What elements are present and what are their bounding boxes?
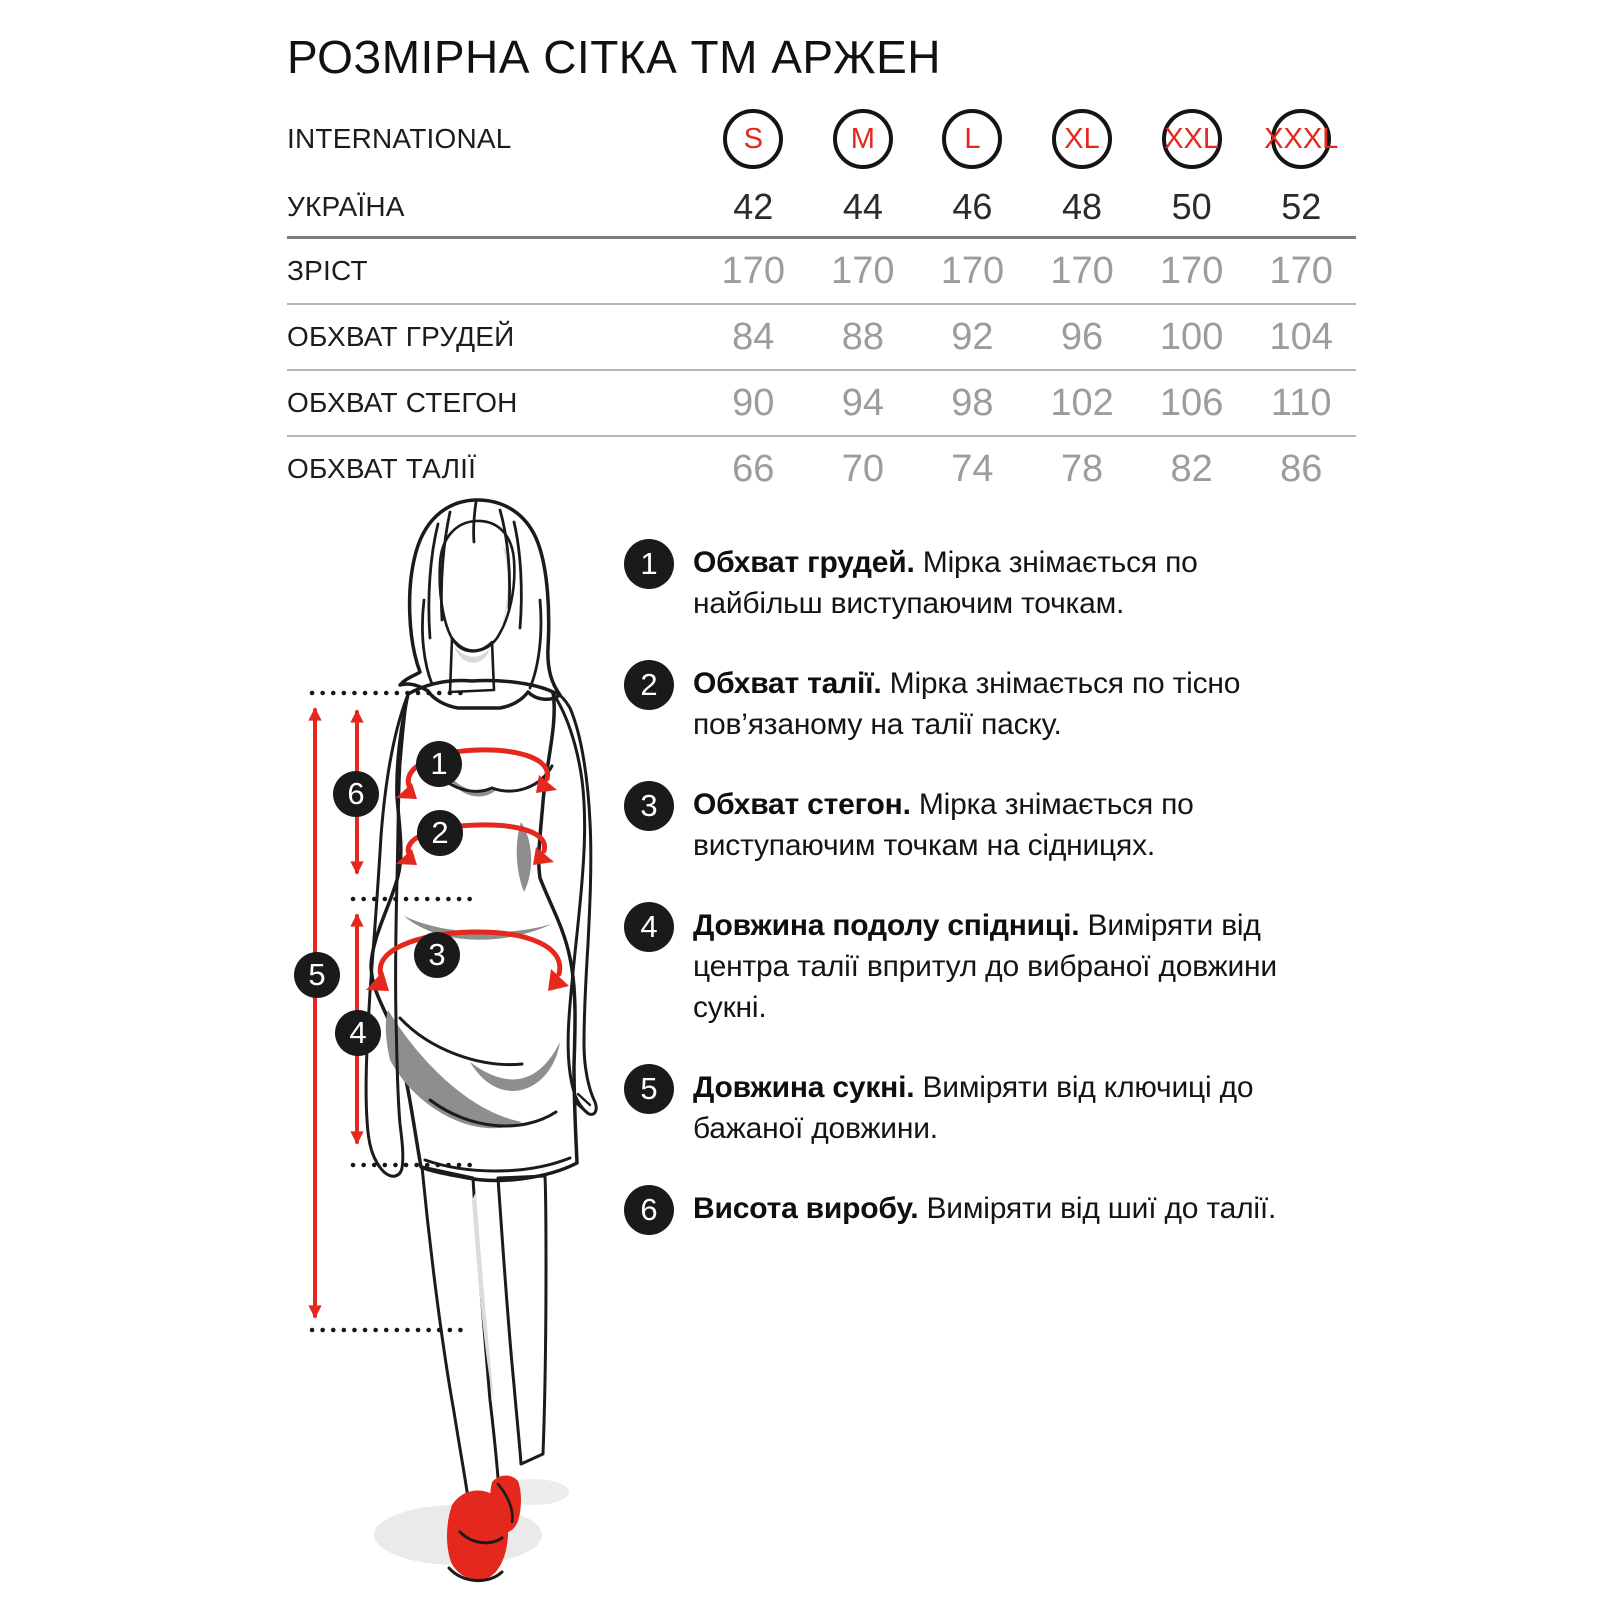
size-badge: M bbox=[832, 109, 893, 169]
measure-value: 170 bbox=[1159, 249, 1224, 292]
instruction-text: Обхват грудей. Мірка знімається по найбі… bbox=[693, 546, 1198, 620]
measurement-instructions: 1 Обхват грудей. Мірка знімається по най… bbox=[624, 539, 1324, 1274]
page-title: РОЗМІРНА СІТКА ТМ АРЖЕН bbox=[287, 31, 941, 83]
measure-value: 94 bbox=[841, 381, 884, 424]
measure-value: 102 bbox=[1050, 381, 1114, 424]
row-label: ОБХВАТ ГРУДЕЙ bbox=[287, 321, 515, 352]
figure-marker-5: 5 bbox=[294, 952, 340, 998]
size-badge: XXL bbox=[1161, 109, 1222, 169]
figure-marker-3: 3 bbox=[414, 932, 460, 978]
dotted-guides bbox=[309, 690, 475, 1333]
measure-value: 96 bbox=[1060, 315, 1104, 358]
table-divider bbox=[287, 369, 1356, 371]
measure-value: 84 bbox=[732, 315, 775, 358]
table-row-waist: ОБХВАТ ТАЛІЇ 66 70 74 78 82 86 bbox=[287, 437, 1356, 501]
measure-value: 86 bbox=[1280, 447, 1323, 490]
face bbox=[438, 519, 516, 653]
measure-value: 70 bbox=[841, 447, 884, 490]
measure-value: 98 bbox=[951, 381, 994, 424]
size-badge: XL bbox=[1052, 109, 1113, 169]
table-divider bbox=[287, 303, 1356, 305]
dress bbox=[369, 678, 579, 1183]
measure-value: 88 bbox=[841, 315, 884, 358]
measure-value: 82 bbox=[1170, 447, 1213, 490]
size-chart-table: INTERNATIONAL S M L XL XXL XXXL УКРАЇНА … bbox=[287, 100, 1356, 501]
measure-value: 170 bbox=[721, 249, 785, 292]
back-leg bbox=[496, 1174, 548, 1466]
measure-value: 90 bbox=[732, 381, 775, 424]
size-letter: XL bbox=[1064, 122, 1100, 155]
instruction-number-badge: 4 bbox=[624, 902, 674, 952]
measure-value: 110 bbox=[1270, 381, 1332, 424]
size-badge: S bbox=[723, 109, 784, 169]
girth-arrowheads bbox=[366, 775, 569, 991]
size-badge: XXXL bbox=[1264, 109, 1338, 169]
figure-marker-6: 6 bbox=[333, 771, 379, 817]
measure-value: 66 bbox=[732, 447, 775, 490]
instruction-item-2: 2 Обхват талії. Мірка знімається по тісн… bbox=[624, 660, 1324, 745]
instruction-text: Довжина подолу спідниці. Виміряти від це… bbox=[693, 909, 1277, 1024]
front-leg bbox=[420, 1165, 504, 1544]
instruction-text: Довжина сукні. Виміряти від ключиці до б… bbox=[693, 1071, 1254, 1145]
ukraine-size: 42 bbox=[733, 186, 774, 227]
instruction-text: Висота виробу. Виміряти від шиї до талії… bbox=[693, 1192, 1277, 1225]
instruction-number-badge: 6 bbox=[624, 1185, 674, 1235]
left-arm bbox=[364, 695, 409, 1178]
instruction-number-badge: 2 bbox=[624, 660, 674, 710]
figure-marker-1: 1 bbox=[416, 741, 462, 787]
instruction-number-badge: 3 bbox=[624, 781, 674, 831]
size-letter: XXXL bbox=[1264, 122, 1339, 155]
hair bbox=[398, 498, 562, 710]
table-divider bbox=[287, 435, 1356, 437]
size-letter: M bbox=[850, 122, 875, 155]
ukraine-label: УКРАЇНА bbox=[287, 191, 405, 222]
measure-value: 92 bbox=[951, 315, 994, 358]
instruction-number-badge: 1 bbox=[624, 539, 674, 589]
instruction-item-4: 4 Довжина подолу спідниці. Виміряти від … bbox=[624, 902, 1324, 1028]
ukraine-size: 48 bbox=[1062, 186, 1103, 227]
size-letter: XXL bbox=[1164, 122, 1220, 155]
row-label: ОБХВАТ ТАЛІЇ bbox=[287, 453, 477, 484]
table-row-hips: ОБХВАТ СТЕГОН 90 94 98 102 106 110 bbox=[287, 371, 1356, 435]
measure-value: 100 bbox=[1159, 315, 1224, 358]
size-letter: S bbox=[743, 122, 763, 155]
instruction-number-badge: 5 bbox=[624, 1064, 674, 1114]
table-row-international: INTERNATIONAL S M L XL XXL XXXL bbox=[287, 100, 1356, 178]
instruction-item-1: 1 Обхват грудей. Мірка знімається по най… bbox=[624, 539, 1324, 624]
measure-value: 170 bbox=[940, 249, 1005, 292]
row-label: ОБХВАТ СТЕГОН bbox=[287, 387, 518, 418]
right-arm bbox=[550, 690, 598, 1116]
measure-value: 170 bbox=[1269, 249, 1333, 292]
girth-arcs bbox=[377, 747, 563, 981]
instruction-item-3: 3 Обхват стегон. Мірка знімається по вис… bbox=[624, 781, 1324, 866]
instruction-text: Обхват талії. Мірка знімається по тісно … bbox=[693, 667, 1241, 741]
table-row-height: ЗРІСТ 170 170 170 170 170 170 bbox=[287, 239, 1356, 303]
ukraine-size: 50 bbox=[1171, 186, 1212, 227]
table-divider bbox=[287, 236, 1356, 239]
figure-marker-2: 2 bbox=[417, 810, 463, 856]
woman-illustration bbox=[308, 498, 598, 1583]
international-label: INTERNATIONAL bbox=[287, 123, 512, 154]
table-row-chest: ОБХВАТ ГРУДЕЙ 84 88 92 96 100 104 bbox=[287, 305, 1356, 369]
row-label: ЗРІСТ bbox=[287, 255, 368, 286]
ukraine-size: 46 bbox=[952, 186, 993, 227]
measure-value: 170 bbox=[831, 249, 895, 292]
size-letter: L bbox=[964, 122, 981, 155]
instruction-item-5: 5 Довжина сукні. Виміряти від ключиці до… bbox=[624, 1064, 1324, 1149]
instruction-text: Обхват стегон. Мірка знімається по висту… bbox=[693, 788, 1194, 862]
front-shoe bbox=[446, 1490, 508, 1580]
table-row-ukraine: УКРАЇНА 42 44 46 48 50 52 bbox=[287, 178, 1356, 236]
measure-value: 106 bbox=[1159, 381, 1224, 424]
measure-value: 78 bbox=[1060, 447, 1104, 490]
size-badge: L bbox=[942, 109, 1003, 169]
ukraine-size: 44 bbox=[842, 186, 883, 227]
ukraine-size: 52 bbox=[1281, 186, 1322, 227]
measure-value: 74 bbox=[951, 447, 994, 490]
figure-marker-4: 4 bbox=[335, 1010, 381, 1056]
measure-value: 170 bbox=[1050, 249, 1114, 292]
instruction-item-6: 6 Висота виробу. Виміряти від шиї до тал… bbox=[624, 1185, 1324, 1235]
measure-value: 104 bbox=[1269, 315, 1333, 358]
